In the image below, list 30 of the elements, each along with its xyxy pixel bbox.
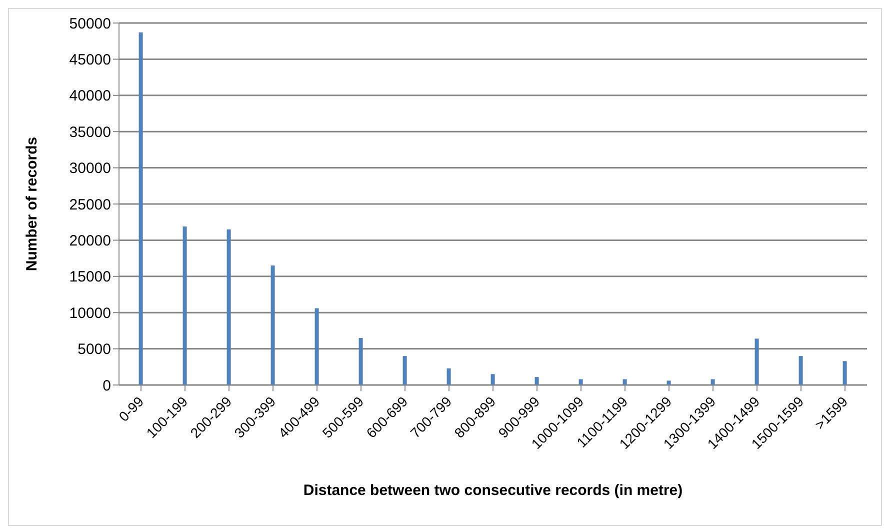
y-tick-label: 30000 [69,160,111,178]
y-tick-label: 10000 [69,304,111,322]
bar [270,266,275,385]
y-tick-label: 25000 [69,196,111,214]
y-tick-label: 45000 [69,52,111,69]
bar [622,379,627,385]
bar [402,356,407,385]
bar [490,374,495,385]
bar [842,361,847,385]
bar [578,379,583,385]
bar [666,380,671,385]
y-tick-label: 15000 [69,268,111,286]
bar [710,379,715,385]
x-axis-title: Distance between two consecutive records (in metre) [303,482,683,499]
bar [754,338,759,385]
bar [798,356,803,385]
bar [182,226,187,385]
bar [358,338,363,385]
bar [534,377,539,385]
y-tick-label: 0 [102,377,111,394]
y-axis-title: Number of records [23,136,40,272]
bar [314,308,319,385]
bar [138,32,143,385]
y-tick-label: 50000 [69,15,111,32]
y-tick-label: 5000 [78,341,111,358]
y-tick-label: 20000 [69,232,111,250]
bar [226,229,231,385]
bar [446,368,451,385]
y-tick-label: 40000 [69,88,111,105]
y-tick-label: 35000 [69,124,111,141]
